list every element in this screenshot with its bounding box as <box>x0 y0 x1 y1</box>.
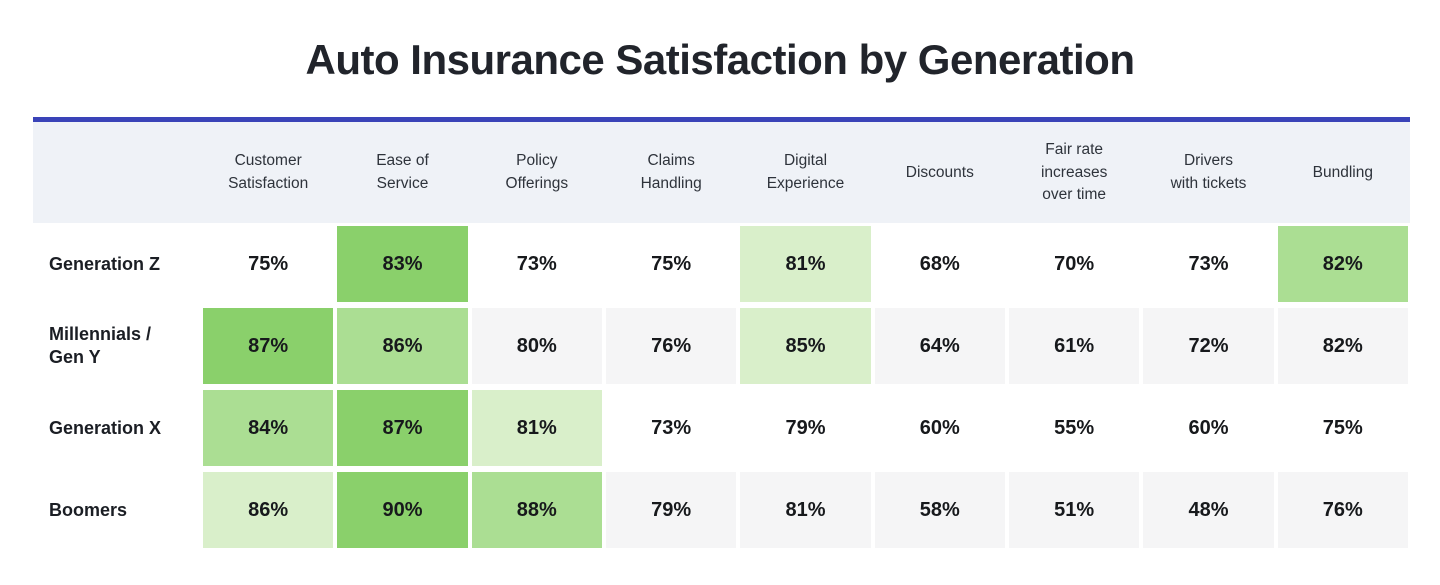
value-cell: 85% <box>738 305 872 387</box>
value-cell: 75% <box>651 252 692 275</box>
value-cell: 55% <box>1054 416 1095 439</box>
value-cell: 82% <box>1276 305 1410 387</box>
column-header-digital-experience: Digital Experience <box>766 152 845 192</box>
value-cell: 80% <box>470 305 604 387</box>
table-row: Millennials / Gen Y 87% 86% 80% 76% 85% 64% 61%… <box>33 305 1410 387</box>
value-cell: 81% <box>738 469 872 551</box>
value-cell: 81% <box>470 387 604 469</box>
value-cell: 83% <box>335 223 469 305</box>
value-cell: 79% <box>785 416 826 439</box>
table-row: Boomers 86% 90% 88% 79% 81% 58% 51% 48% 76% <box>33 469 1410 551</box>
row-label-generation-z: Generation Z <box>49 253 161 274</box>
page-title: Auto Insurance Satisfaction by Generatio… <box>305 36 1136 83</box>
column-header-bundling: Bundling <box>1312 163 1373 181</box>
value-cell: 58% <box>873 469 1007 551</box>
header-row: Customer Satisfaction Ease of Service Policy… <box>33 122 1410 224</box>
value-cell: 60% <box>1188 416 1229 439</box>
column-header-claims-handling: Claims Handling <box>640 152 702 192</box>
row-label-millennials-gen-y: Millennials / Gen Y <box>49 323 152 368</box>
accent-bar <box>33 117 1410 123</box>
value-cell: 60% <box>919 416 960 439</box>
column-header-ease-of-service: Ease of Service <box>376 152 429 192</box>
value-cell: 73% <box>651 416 692 439</box>
column-header-fair-rate-increases-over-time: Fair rate increases over time <box>1040 141 1108 204</box>
value-cell: 86% <box>335 305 469 387</box>
value-cell: 73% <box>516 252 557 275</box>
value-cell: 79% <box>604 469 738 551</box>
value-cell: 64% <box>873 305 1007 387</box>
row-label-boomers: Boomers <box>49 499 128 520</box>
value-cell: 70% <box>1054 252 1095 275</box>
rows-container: Generation Z 75% 83% 73% 75% 81% 68% 70% 73% 82% M… <box>33 223 1410 551</box>
value-cell: 87% <box>201 305 335 387</box>
satisfaction-heatmap: Customer Satisfaction Ease of Service Policy… <box>33 117 1410 551</box>
column-header-drivers-with-tickets: Drivers with tickets <box>1170 152 1247 192</box>
value-cell: 76% <box>604 305 738 387</box>
value-cell: 61% <box>1007 305 1141 387</box>
value-cell: 76% <box>1276 469 1410 551</box>
table-row: Generation X 84% 87% 81% 73% 79% 60% 55% 60% 75% <box>33 387 1410 469</box>
value-cell: 81% <box>738 223 872 305</box>
value-cell: 75% <box>1322 416 1363 439</box>
value-cell: 87% <box>335 387 469 469</box>
value-cell: 48% <box>1141 469 1275 551</box>
value-cell: 68% <box>919 252 960 275</box>
value-cell: 82% <box>1276 223 1410 305</box>
value-cell: 75% <box>248 252 289 275</box>
column-header-policy-offerings: Policy Offerings <box>505 152 569 192</box>
heatmap-page: Auto Insurance Satisfaction by Generatio… <box>0 36 1440 585</box>
row-label-generation-x: Generation X <box>49 417 162 438</box>
value-cell: 90% <box>335 469 469 551</box>
value-cell: 86% <box>201 469 335 551</box>
value-cell: 72% <box>1141 305 1275 387</box>
column-header-discounts: Discounts <box>905 163 974 181</box>
column-header-customer-satisfaction: Customer Satisfaction <box>228 152 309 192</box>
value-cell: 51% <box>1007 469 1141 551</box>
header-corner-cell <box>33 122 201 223</box>
table-row: Generation Z 75% 83% 73% 75% 81% 68% 70% 73% 82% <box>33 223 1410 305</box>
value-cell: 84% <box>201 387 335 469</box>
value-cell: 88% <box>470 469 604 551</box>
value-cell: 73% <box>1188 252 1229 275</box>
